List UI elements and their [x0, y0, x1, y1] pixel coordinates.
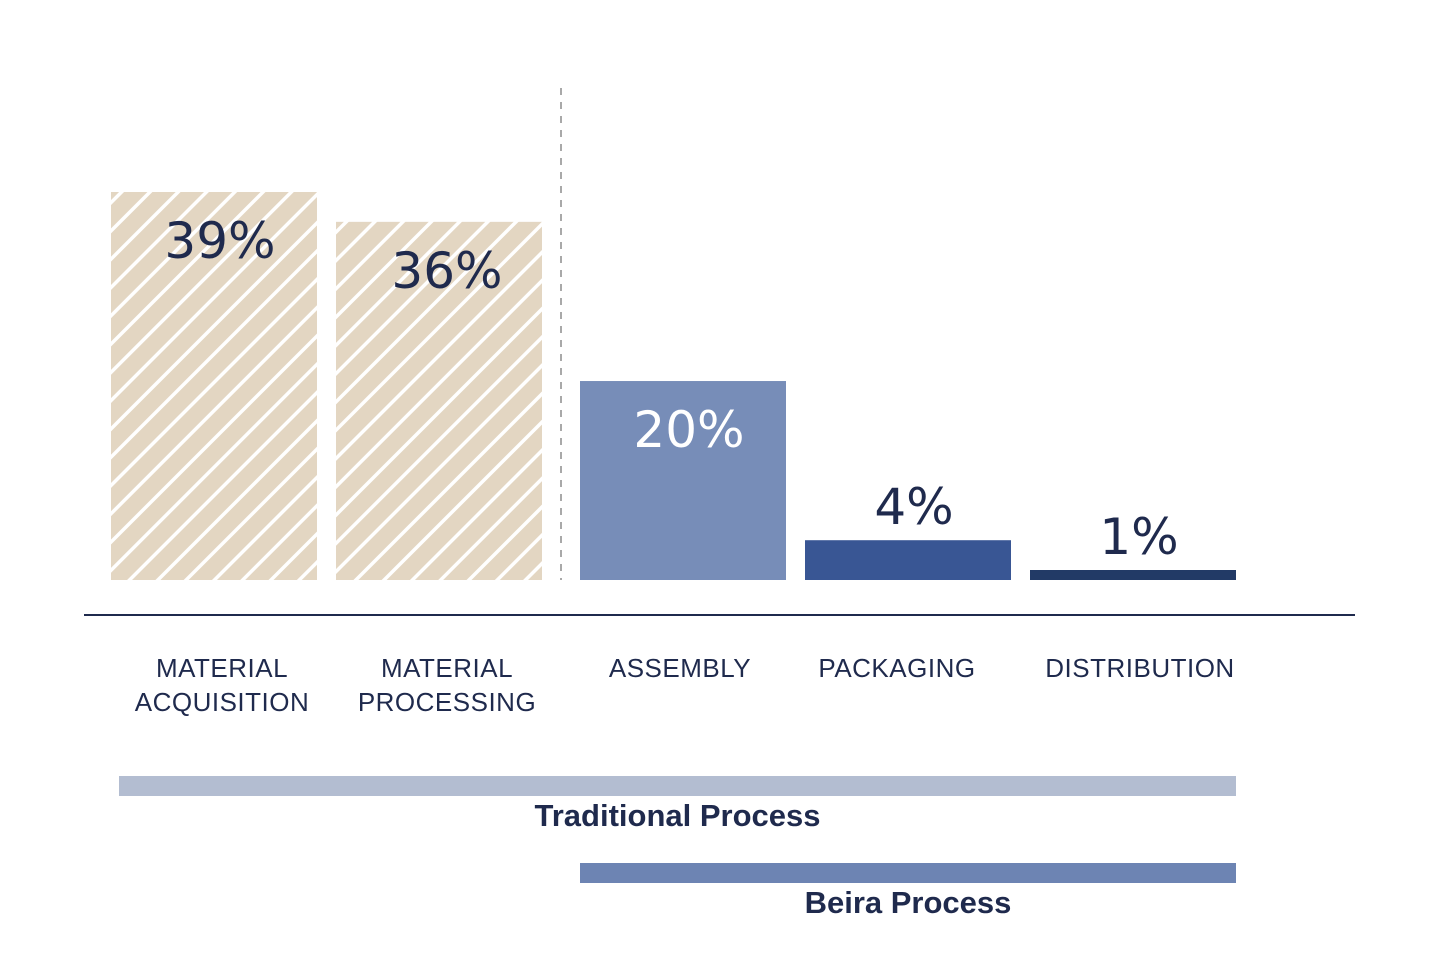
category-label-0-line-1: ACQUISITION	[135, 687, 310, 717]
process-range-label-1: Beira Process	[805, 885, 1012, 920]
value-label-4: 1%	[1099, 508, 1178, 566]
process-range-label-0: Traditional Process	[535, 798, 821, 833]
process-ranges: Traditional Process Beira Process	[119, 776, 1236, 920]
category-label-1-line-0: MATERIAL	[381, 653, 513, 683]
bar-4	[1030, 570, 1236, 580]
category-label-0-line-0: MATERIAL	[156, 653, 288, 683]
value-label-2: 20%	[633, 401, 744, 459]
value-label-1: 36%	[391, 242, 502, 300]
category-label-3-line-0: PACKAGING	[818, 653, 975, 683]
bar-2	[580, 381, 786, 580]
process-range-bar-0	[119, 776, 1236, 796]
category-label-2-line-0: ASSEMBLY	[609, 653, 751, 683]
category-label-4-line-0: DISTRIBUTION	[1045, 653, 1234, 683]
category-labels: MATERIAL ACQUISITION MATERIAL PROCESSING ASS…	[135, 653, 1234, 717]
value-label-0: 39%	[164, 212, 275, 270]
bars-group: 39% 36% 20% 4% 1%	[111, 192, 1236, 580]
bar-0	[111, 192, 317, 580]
process-range-bar-1	[580, 863, 1236, 883]
category-label-1-line-1: PROCESSING	[358, 687, 536, 717]
bar-1	[336, 221, 542, 580]
value-label-3: 4%	[874, 478, 953, 536]
bar-3	[805, 540, 1011, 580]
